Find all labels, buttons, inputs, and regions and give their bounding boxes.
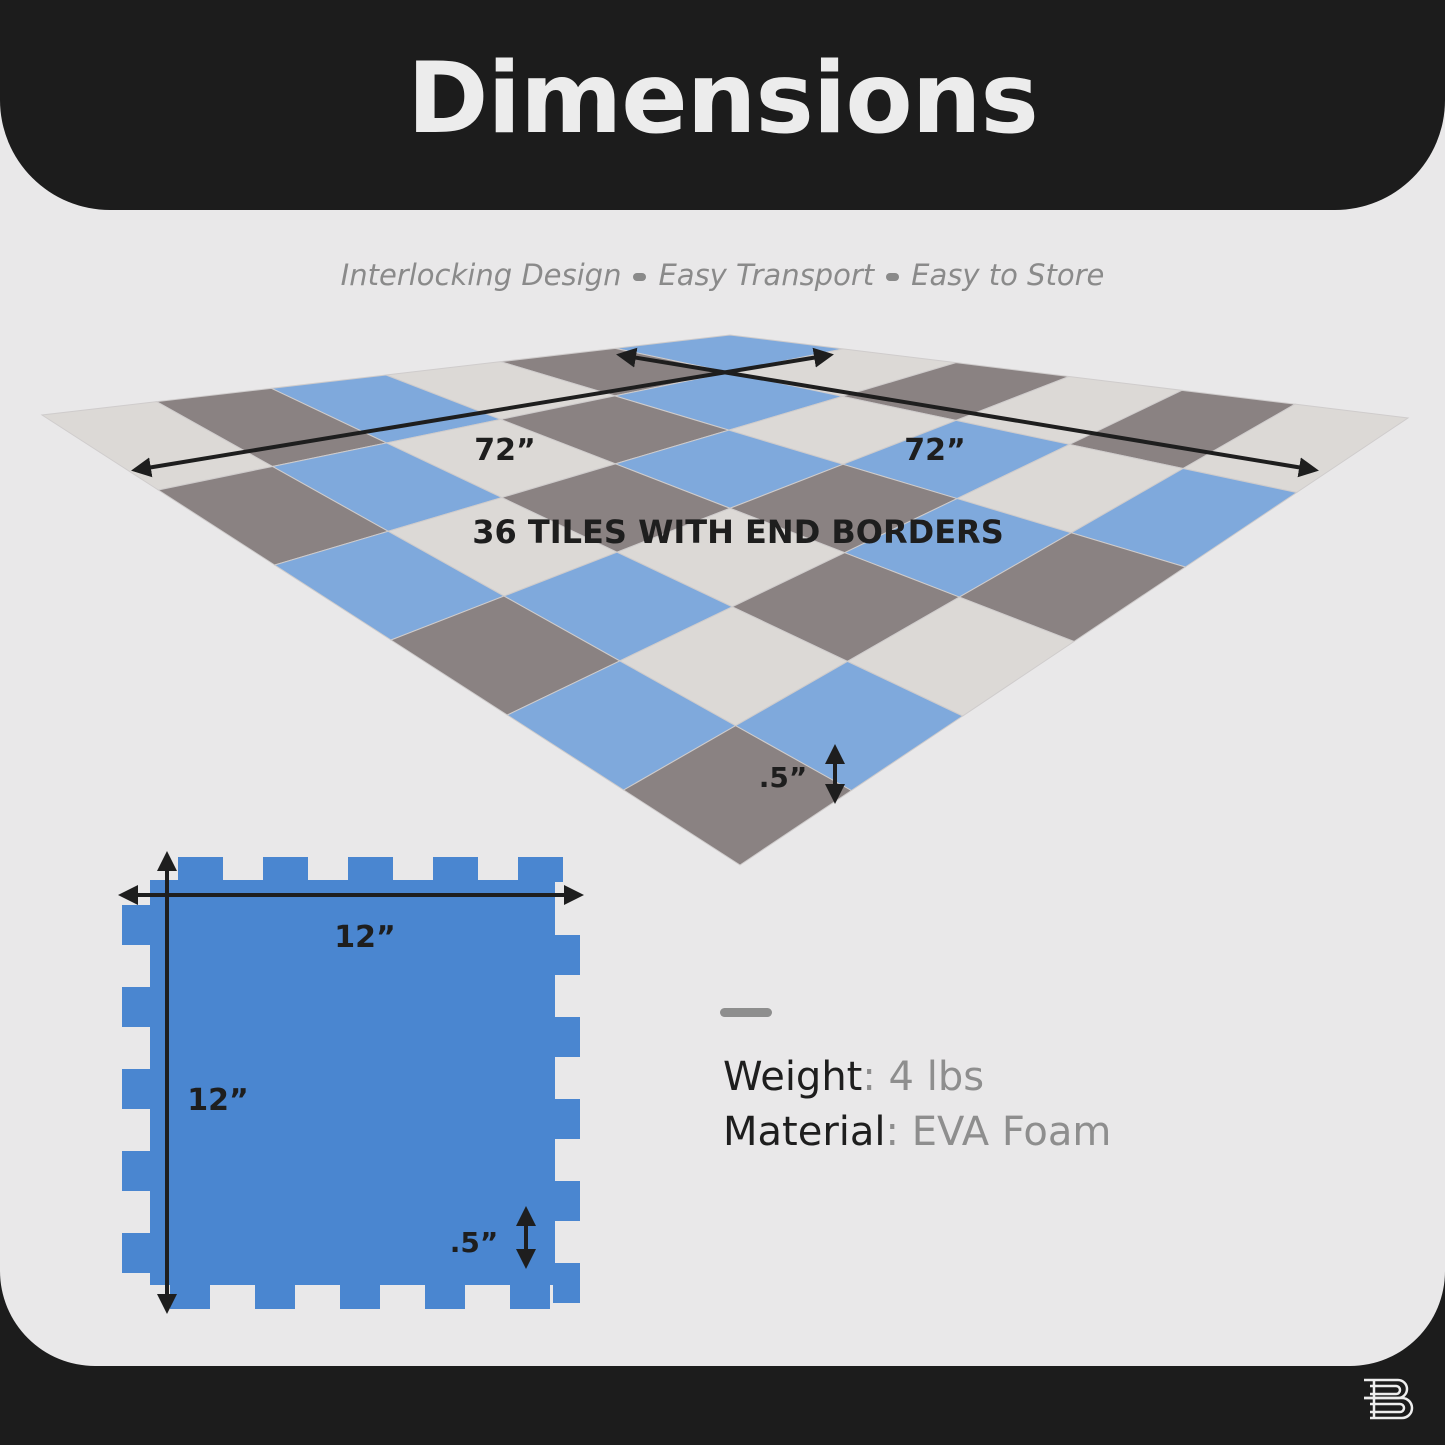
tile-tab: [553, 1099, 580, 1139]
bullet-icon: [633, 273, 647, 281]
divider: [720, 1008, 772, 1017]
tile-tab: [348, 857, 393, 882]
page-title: Dimensions: [407, 42, 1039, 156]
weight-row: Weight: 4 lbs: [723, 1050, 1111, 1105]
tile-tab: [122, 987, 152, 1027]
feature-store: Easy to Store: [911, 258, 1105, 292]
material-value: : EVA Foam: [885, 1109, 1112, 1155]
tile-tab: [510, 1283, 550, 1309]
tile-tab: [122, 1233, 152, 1273]
tile-tab: [425, 1283, 465, 1309]
depth-arrow: [616, 347, 1319, 478]
mat-width-label: 72”: [474, 433, 535, 468]
tile-tab: [263, 857, 308, 882]
mat-depth-label: 72”: [904, 433, 965, 468]
feature-transport: Easy Transport: [658, 258, 875, 292]
tile-tab: [340, 1283, 380, 1309]
mat-thickness-label: .5”: [759, 761, 808, 794]
tile-tab: [553, 935, 580, 975]
tile-tab: [170, 1283, 210, 1309]
tile-tab: [433, 857, 478, 882]
specs: Weight: 4 lbs Material: EVA Foam: [723, 1050, 1111, 1160]
header-banner: Dimensions: [0, 0, 1445, 210]
weight-label: Weight: [723, 1054, 863, 1100]
material-label: Material: [723, 1109, 886, 1155]
tile-tab: [553, 1181, 580, 1221]
material-row: Material: EVA Foam: [723, 1105, 1111, 1160]
tile-tab: [553, 1017, 580, 1057]
mat-tile: [622, 725, 853, 866]
tile-tab: [122, 1069, 152, 1109]
brand-logo-icon: [1364, 1378, 1414, 1420]
tile-tab: [518, 857, 563, 882]
tile-tab: [122, 905, 152, 945]
tile-tab: [178, 857, 223, 882]
tile-width-label: 12”: [334, 920, 395, 955]
weight-value: : 4 lbs: [862, 1054, 985, 1100]
tiles-count-label: 36 TILES WITH END BORDERS: [472, 513, 1003, 551]
floor-mat-perspective: [40, 334, 1410, 866]
tile-thickness-label: .5”: [450, 1226, 499, 1259]
tile-tab: [122, 1151, 152, 1191]
feature-interlocking: Interlocking Design: [340, 258, 622, 292]
tile-tab: [553, 1263, 580, 1303]
tile-tab: [255, 1283, 295, 1309]
bullet-icon: [886, 273, 900, 281]
tile-height-label: 12”: [187, 1083, 248, 1118]
tile-body: [150, 880, 555, 1285]
single-tile: [122, 857, 580, 1309]
subtitle: Interlocking Design Easy Transport Easy to…: [0, 258, 1445, 292]
